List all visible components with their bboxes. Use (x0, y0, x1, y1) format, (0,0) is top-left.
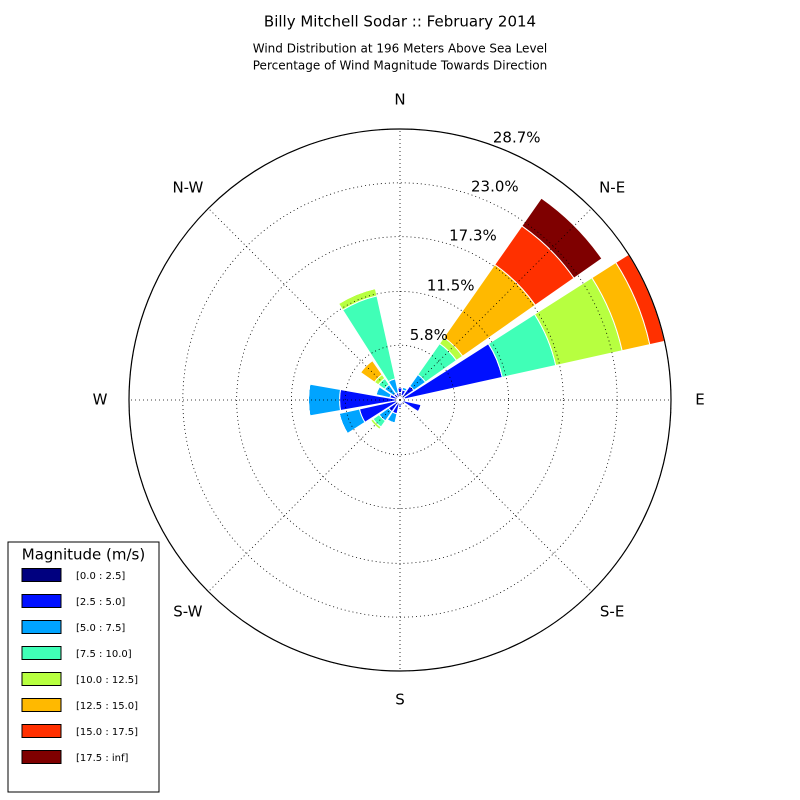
r-tick-label: 28.7% (493, 128, 541, 146)
legend-label: [5.0 : 7.5] (76, 623, 125, 634)
chart-subtitle: Wind Distribution at 196 Meters Above Se… (253, 42, 548, 56)
legend-label: [12.5 : 15.0] (76, 701, 138, 712)
grid-circle (344, 344, 456, 456)
wedge (401, 400, 422, 413)
grid-circle (182, 182, 618, 618)
legend-swatch (21, 672, 62, 686)
legend-label: [15.0 : 17.5] (76, 727, 138, 738)
legend-swatch (21, 646, 62, 660)
legend-swatch (21, 594, 62, 608)
angle-label: S-W (173, 603, 202, 621)
r-tick-label: 17.3% (449, 227, 497, 245)
legend-label: [10.0 : 12.5] (76, 675, 138, 686)
wedge (375, 386, 380, 395)
wedge (417, 404, 422, 412)
legend-label: [7.5 : 10.0] (76, 649, 132, 660)
angle-label: W (93, 391, 108, 409)
chart-subtitle: Percentage of Wind Magnitude Towards Dir… (253, 59, 547, 73)
wedge (370, 420, 380, 430)
legend-label: [2.5 : 5.0] (76, 597, 125, 608)
r-tick-label: 23.0% (471, 177, 519, 195)
angle-label: N-E (599, 178, 625, 196)
legend-swatch (21, 724, 62, 738)
grid-circle (236, 236, 564, 564)
angle-label: S (395, 691, 405, 709)
legend-swatch (21, 698, 62, 712)
grid-spoke (208, 399, 401, 592)
r-tick-label: 11.5% (427, 277, 475, 295)
r-tick-label: 5.8% (410, 326, 448, 344)
wedge (360, 360, 373, 373)
legend-swatch (21, 568, 62, 582)
polar-frame (128, 128, 672, 672)
wedge (338, 413, 348, 434)
grid-spoke (399, 399, 592, 592)
legend-swatch (21, 750, 62, 764)
legend-label: [17.5 : inf] (76, 753, 129, 764)
angle-label: N-W (172, 178, 203, 196)
chart-title: Billy Mitchell Sodar :: February 2014 (264, 13, 536, 31)
angle-label: S-E (600, 603, 624, 621)
legend-swatch (21, 620, 62, 634)
legend-title: Magnitude (m/s) (22, 546, 145, 564)
legend-label: [0.0 : 2.5] (76, 571, 125, 582)
angle-label: N (394, 91, 405, 109)
angle-label: E (695, 391, 704, 409)
